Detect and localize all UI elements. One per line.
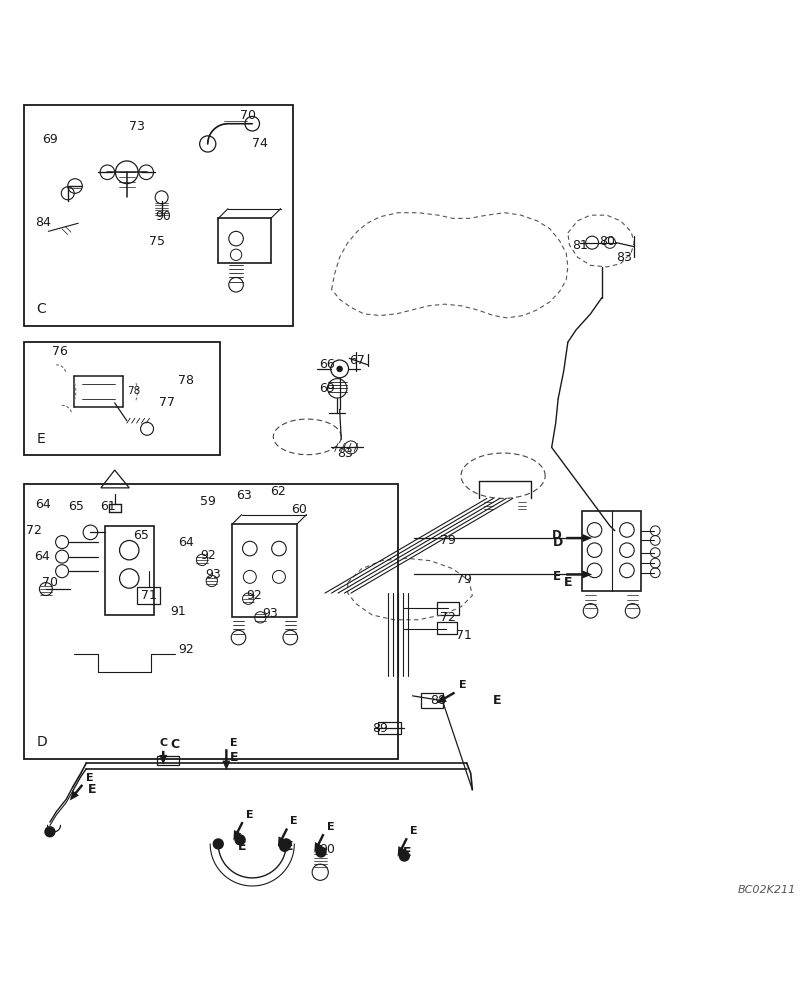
- Bar: [232, 524, 296, 617]
- Text: 80: 80: [598, 235, 614, 248]
- FancyArrow shape: [233, 822, 243, 840]
- Text: 93: 93: [205, 568, 221, 581]
- Bar: [378, 722, 401, 734]
- Bar: [157, 756, 179, 765]
- FancyArrow shape: [565, 570, 591, 578]
- Text: 79: 79: [440, 534, 456, 547]
- Text: 84: 84: [36, 216, 51, 229]
- Text: BC02K211: BC02K211: [737, 885, 795, 895]
- Text: 59: 59: [200, 495, 216, 508]
- Text: E: E: [563, 576, 572, 589]
- FancyArrow shape: [436, 692, 455, 703]
- Text: 92: 92: [246, 589, 261, 602]
- Text: 66: 66: [319, 358, 334, 371]
- Text: 90: 90: [155, 210, 171, 223]
- Text: 61: 61: [101, 500, 116, 513]
- Text: 64: 64: [34, 550, 49, 563]
- Text: E: E: [246, 810, 253, 820]
- FancyArrow shape: [397, 838, 407, 857]
- Text: 89: 89: [371, 722, 388, 735]
- Text: 92: 92: [178, 643, 194, 656]
- Text: 65: 65: [68, 500, 84, 513]
- Text: E: E: [326, 822, 334, 832]
- Text: E: E: [290, 816, 298, 826]
- Text: E: E: [36, 432, 45, 446]
- Text: 69: 69: [319, 382, 334, 395]
- Text: E: E: [403, 846, 411, 859]
- Text: 93: 93: [262, 607, 277, 620]
- FancyArrow shape: [70, 784, 84, 801]
- Text: 76: 76: [52, 345, 67, 358]
- Text: 67: 67: [349, 354, 365, 367]
- Text: E: E: [230, 751, 238, 764]
- Text: 92: 92: [200, 549, 216, 562]
- Text: E: E: [491, 694, 500, 707]
- Text: E: E: [85, 773, 93, 783]
- Text: D: D: [36, 735, 47, 749]
- FancyArrow shape: [314, 834, 324, 853]
- Circle shape: [279, 841, 290, 852]
- Text: E: E: [238, 840, 247, 853]
- Text: 78: 78: [127, 386, 139, 396]
- Text: 65: 65: [132, 529, 148, 542]
- Text: 91: 91: [169, 605, 186, 618]
- Text: C: C: [159, 738, 167, 748]
- Bar: [581, 511, 640, 591]
- FancyArrow shape: [222, 749, 230, 770]
- Text: 69: 69: [42, 133, 58, 146]
- Bar: [436, 602, 459, 615]
- Text: E: E: [284, 840, 293, 853]
- Circle shape: [212, 838, 224, 850]
- Text: 71: 71: [140, 589, 157, 602]
- Text: D: D: [552, 536, 563, 549]
- Text: 64: 64: [178, 536, 194, 549]
- Text: E: E: [410, 826, 417, 836]
- Text: 62: 62: [270, 485, 285, 498]
- FancyArrow shape: [277, 828, 288, 847]
- Text: 71: 71: [456, 629, 472, 642]
- Bar: [420, 693, 443, 708]
- Text: 60: 60: [291, 503, 307, 516]
- Text: E: E: [552, 570, 560, 583]
- Text: 88: 88: [430, 694, 446, 707]
- Text: 74: 74: [252, 137, 268, 150]
- Text: 63: 63: [236, 489, 251, 502]
- FancyArrow shape: [565, 534, 591, 542]
- FancyArrow shape: [159, 751, 167, 765]
- Circle shape: [45, 826, 55, 837]
- Text: 81: 81: [571, 239, 587, 252]
- Text: 77: 77: [159, 396, 175, 409]
- Text: 78: 78: [178, 374, 194, 387]
- Text: 75: 75: [148, 235, 165, 248]
- Text: 72: 72: [440, 611, 456, 624]
- Text: E: E: [230, 738, 237, 748]
- Text: 83: 83: [337, 447, 353, 460]
- Circle shape: [315, 846, 326, 858]
- Text: 79: 79: [456, 573, 472, 586]
- Text: 72: 72: [26, 524, 41, 537]
- Circle shape: [398, 850, 410, 862]
- Bar: [24, 342, 220, 455]
- Text: 70: 70: [240, 109, 256, 122]
- Text: E: E: [88, 783, 97, 796]
- Text: C: C: [36, 302, 46, 316]
- Bar: [24, 484, 397, 759]
- Bar: [24, 105, 292, 326]
- Text: C: C: [170, 738, 180, 751]
- Text: 70: 70: [42, 576, 58, 589]
- Text: 90: 90: [319, 843, 334, 856]
- Bar: [436, 622, 457, 634]
- Text: E: E: [458, 680, 466, 690]
- Text: 83: 83: [616, 251, 632, 264]
- Bar: [137, 587, 160, 604]
- Text: D: D: [551, 529, 560, 542]
- Bar: [105, 526, 153, 615]
- Text: 64: 64: [36, 498, 51, 511]
- Circle shape: [336, 366, 342, 372]
- Text: 73: 73: [129, 120, 145, 133]
- Circle shape: [234, 834, 246, 846]
- Circle shape: [281, 838, 291, 850]
